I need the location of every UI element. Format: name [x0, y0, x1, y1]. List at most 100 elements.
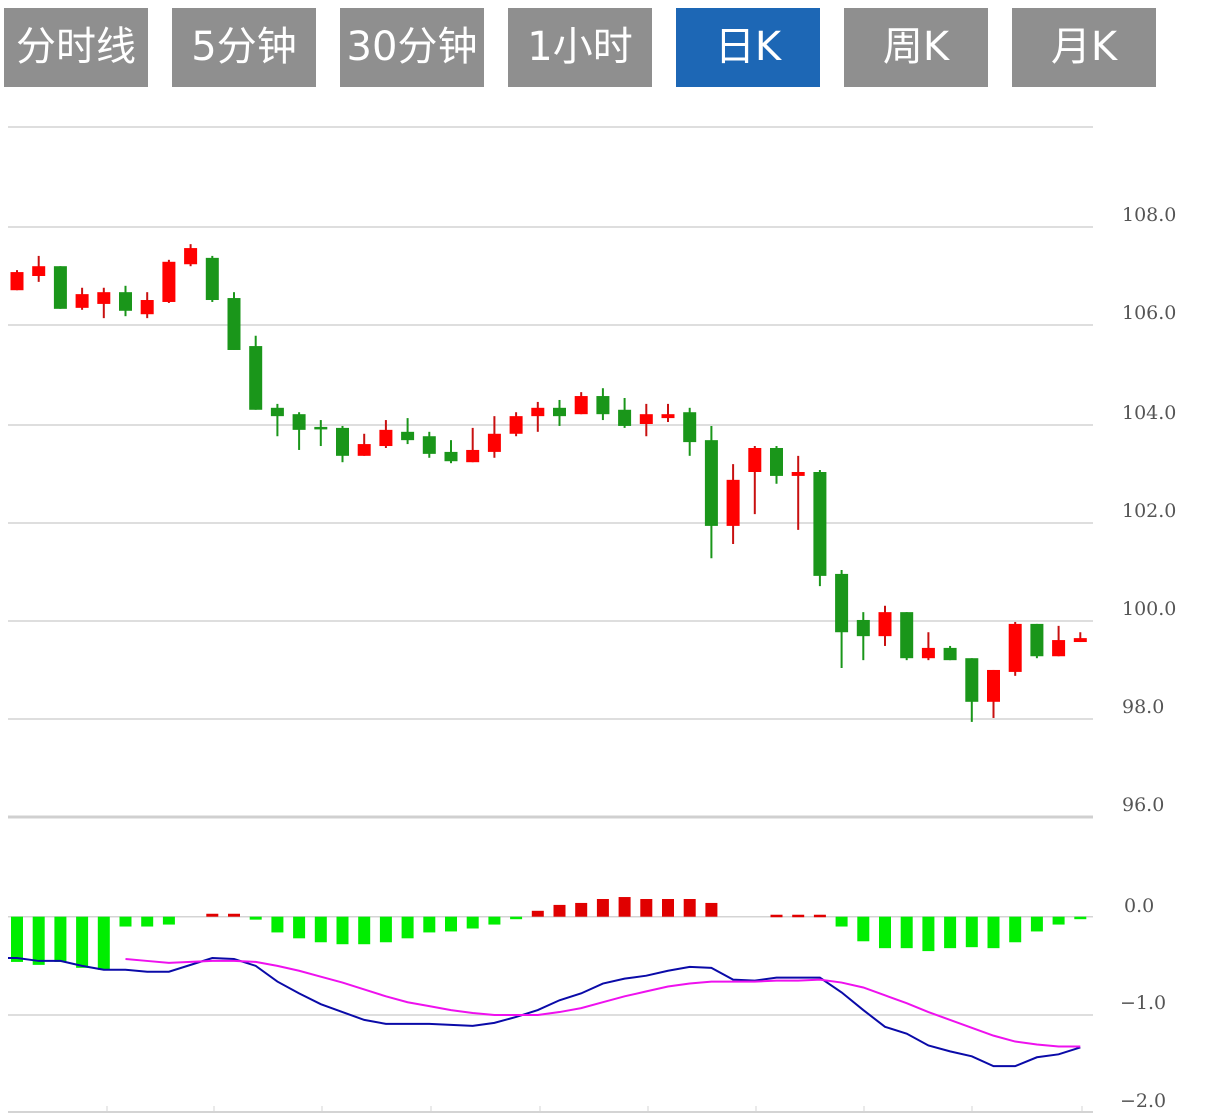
macd-bar	[162, 916, 175, 925]
macd-bar	[466, 916, 479, 929]
macd-tick-label: −2.0	[1120, 1090, 1166, 1112]
macd-bar	[141, 916, 154, 927]
macd-bar	[640, 899, 653, 917]
candle-body	[683, 412, 697, 443]
macd-bar	[922, 916, 935, 952]
candle-body	[292, 414, 306, 430]
macd-bar	[1074, 916, 1087, 920]
candle-body	[900, 612, 914, 659]
candle-body	[921, 647, 935, 659]
tab-monthly-k[interactable]: 月K	[1012, 8, 1156, 87]
macd-bar	[1009, 916, 1022, 943]
macd-bar	[1052, 916, 1065, 925]
candle-body	[639, 414, 653, 424]
macd-bar	[900, 916, 913, 949]
candle-body	[856, 619, 870, 637]
price-tick-label: 98.0	[1122, 696, 1164, 718]
macd-bar	[857, 916, 870, 942]
tab-intraday[interactable]: 分时线	[4, 8, 148, 87]
macd-bar	[445, 916, 457, 932]
candle-body	[661, 414, 675, 419]
macd-tick-label: 0.0	[1124, 895, 1154, 917]
candle-body	[140, 300, 154, 315]
price-tick-label: 102.0	[1122, 500, 1176, 522]
macd-bar	[249, 916, 262, 920]
macd-bar	[705, 902, 718, 917]
price-tick-label: 96.0	[1122, 794, 1164, 816]
macd-bar	[1030, 916, 1043, 932]
candle-body	[444, 451, 458, 462]
tab-30min[interactable]: 30分钟	[340, 8, 484, 87]
candles	[10, 244, 1087, 722]
tab-1hour[interactable]: 1小时	[508, 8, 652, 87]
macd-bar	[662, 899, 674, 917]
candle-body	[32, 266, 46, 276]
macd-bar	[11, 916, 23, 962]
macd-bar	[336, 916, 349, 945]
candle-body	[1030, 623, 1044, 657]
candle-body	[75, 294, 89, 308]
candle-body	[401, 431, 415, 441]
candle-body	[1052, 640, 1066, 657]
candle-body	[704, 440, 718, 526]
price-tick-label: 106.0	[1122, 302, 1176, 324]
candle-body	[357, 444, 371, 456]
candle-body	[97, 292, 111, 304]
candle-body	[184, 248, 198, 265]
candle-body	[965, 658, 979, 702]
macd-bar	[119, 916, 132, 927]
macd-bar	[944, 916, 957, 949]
macd-tick-label: −1.0	[1120, 992, 1166, 1014]
candle-body	[53, 266, 67, 309]
candle-body	[1008, 623, 1022, 672]
grid	[8, 126, 1093, 1113]
macd-bar	[531, 910, 544, 917]
macd-bar	[510, 916, 523, 920]
macd-bar	[488, 916, 501, 925]
price-tick-label: 100.0	[1122, 598, 1176, 620]
candle-body	[379, 429, 393, 447]
candle-body	[748, 447, 762, 472]
candle-body	[227, 298, 241, 350]
candle-body	[487, 433, 501, 452]
candle-body	[531, 407, 545, 417]
dea-line	[125, 957, 1081, 1048]
macd-bar	[575, 902, 588, 917]
candle-body	[835, 573, 849, 633]
dif-line	[8, 956, 1081, 1068]
macd-bar	[596, 899, 609, 917]
macd-lines	[8, 956, 1081, 1068]
macd-bar	[813, 914, 826, 918]
candle-body	[422, 436, 436, 454]
macd-bar	[358, 916, 371, 945]
price-tick-label: 104.0	[1122, 402, 1176, 424]
macd-bar	[228, 913, 240, 917]
macd-bar	[32, 916, 45, 965]
candle-body	[553, 407, 566, 417]
macd-bar	[792, 914, 805, 918]
candle-body	[162, 261, 176, 302]
candle-body	[943, 647, 957, 661]
candle-body	[314, 426, 328, 430]
candle-body	[878, 612, 892, 637]
candle-body	[249, 346, 263, 410]
candle-body	[270, 407, 284, 417]
price-tick-label: 108.0	[1122, 204, 1176, 226]
candle-body	[10, 272, 24, 291]
macd-histogram	[11, 897, 1087, 970]
tab-weekly-k[interactable]: 周K	[844, 8, 988, 87]
macd-bar	[314, 916, 327, 943]
macd-bar	[76, 916, 89, 968]
candle-body	[813, 472, 827, 576]
tab-5min[interactable]: 5分钟	[172, 8, 316, 87]
macd-bar	[401, 916, 414, 939]
macd-bar	[54, 916, 67, 962]
macd-bar	[835, 916, 848, 927]
macd-bar	[770, 914, 783, 918]
candle-body	[509, 416, 523, 434]
macd-bar	[293, 916, 306, 939]
macd-bar	[553, 904, 566, 917]
macd-bar	[379, 916, 392, 943]
tab-daily-k[interactable]: 日K	[676, 8, 820, 87]
